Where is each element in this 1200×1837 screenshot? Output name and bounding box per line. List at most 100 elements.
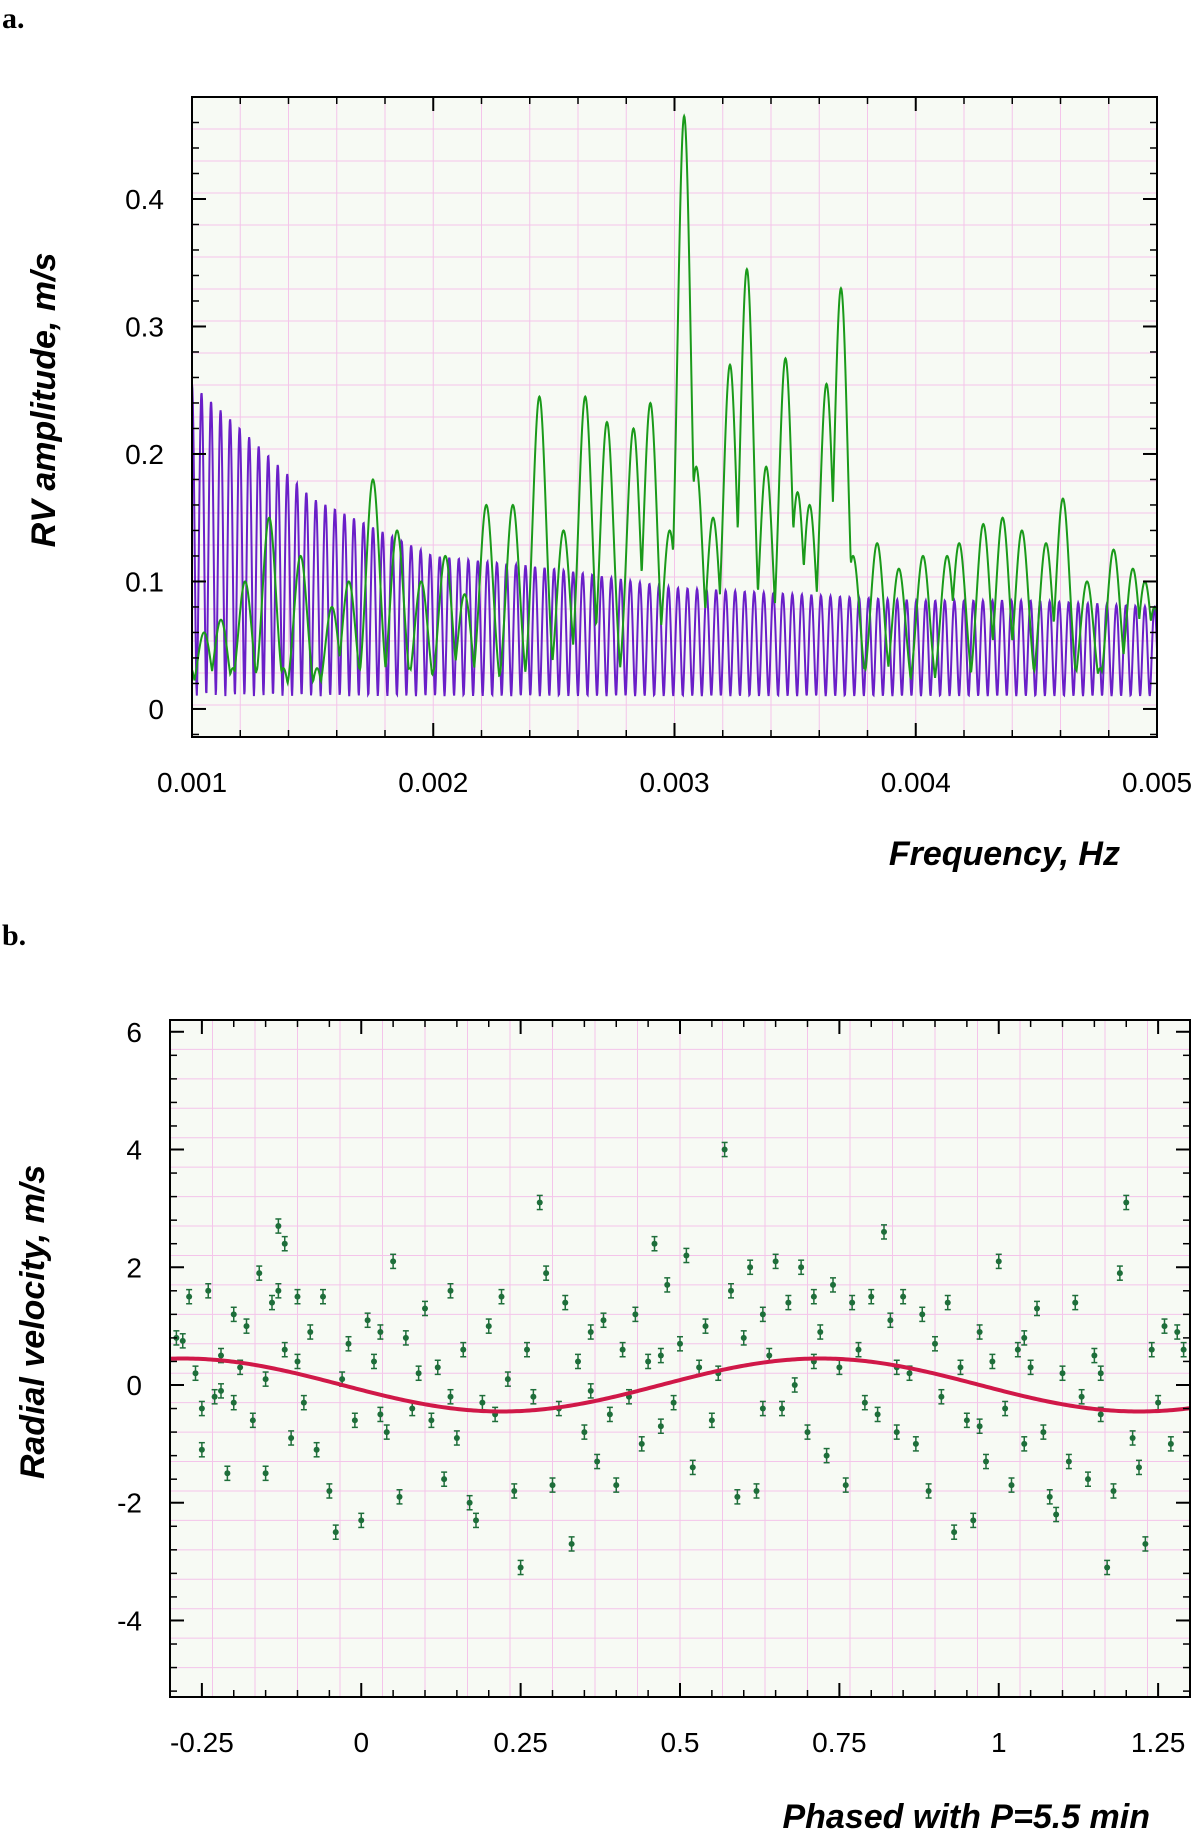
- x-tick-label: 0.004: [881, 767, 951, 798]
- rv-point: [434, 1359, 441, 1376]
- rv-point: [887, 1312, 894, 1329]
- rv-point: [912, 1436, 919, 1452]
- rv-marker: [944, 1299, 951, 1306]
- rv-marker: [702, 1323, 709, 1330]
- rv-point: [198, 1441, 205, 1458]
- x-tick-label: 0.25: [493, 1727, 548, 1758]
- rv-marker: [1021, 1440, 1028, 1447]
- rv-marker: [989, 1358, 996, 1365]
- rv-marker: [1097, 1370, 1104, 1377]
- rv-data-points: [173, 1141, 1187, 1576]
- rv-point: [868, 1288, 875, 1305]
- rv-point: [1116, 1265, 1123, 1281]
- rv-point: [587, 1383, 594, 1399]
- rv-point: [613, 1477, 620, 1493]
- rv-marker: [932, 1340, 938, 1347]
- rv-point: [938, 1388, 945, 1405]
- rv-marker: [339, 1376, 346, 1383]
- rv-marker: [677, 1340, 683, 1347]
- rv-point: [377, 1406, 384, 1423]
- rv-point: [1148, 1341, 1155, 1358]
- x-tick-label: 0.005: [1122, 767, 1192, 798]
- rv-marker: [479, 1399, 486, 1406]
- rv-marker: [1046, 1493, 1053, 1500]
- rv-marker: [275, 1223, 282, 1230]
- rv-point: [536, 1194, 543, 1211]
- rv-marker: [830, 1281, 836, 1288]
- rv-point: [638, 1436, 645, 1452]
- rv-marker: [581, 1429, 588, 1436]
- rv-point: [1072, 1294, 1079, 1311]
- y-tick-label: 0.4: [125, 184, 164, 215]
- rv-point: [422, 1300, 428, 1317]
- rv-marker: [861, 1399, 868, 1406]
- rv-marker: [543, 1270, 550, 1277]
- rv-marker: [1059, 1370, 1066, 1377]
- rv-marker: [1014, 1346, 1021, 1353]
- rv-point: [587, 1324, 594, 1340]
- rv-marker: [511, 1487, 518, 1494]
- rv-point: [1053, 1506, 1060, 1523]
- rv-point: [332, 1524, 339, 1540]
- rv-marker: [689, 1464, 696, 1471]
- rv-point: [256, 1265, 263, 1281]
- rv-point: [281, 1341, 288, 1358]
- y-tick-label: 4: [126, 1135, 142, 1166]
- x-tick-label: 0.5: [661, 1727, 700, 1758]
- rv-marker: [1180, 1346, 1187, 1353]
- rv-marker: [498, 1293, 505, 1300]
- rv-point: [1167, 1436, 1174, 1452]
- rv-point: [1091, 1347, 1098, 1364]
- rv-marker: [1034, 1305, 1040, 1312]
- rv-marker: [893, 1429, 900, 1436]
- rv-marker: [638, 1440, 645, 1447]
- rv-point: [657, 1418, 664, 1435]
- x-tick-label: 0.002: [398, 767, 468, 798]
- rv-marker: [759, 1405, 766, 1412]
- rv-marker: [836, 1364, 843, 1371]
- rv-marker: [377, 1329, 384, 1336]
- rv-marker: [651, 1240, 658, 1247]
- rv-point: [976, 1324, 983, 1340]
- rv-marker: [970, 1517, 977, 1524]
- rv-marker: [390, 1258, 397, 1265]
- rv-point: [275, 1282, 282, 1299]
- y-tick-label: 0.2: [125, 439, 164, 470]
- rv-point: [689, 1459, 696, 1476]
- rv-point: [925, 1483, 932, 1499]
- rv-point: [466, 1494, 473, 1511]
- rv-point: [1180, 1341, 1187, 1358]
- rv-point: [281, 1235, 288, 1252]
- rv-point: [230, 1394, 237, 1411]
- sinusoid-fit-curve: [169, 1356, 1191, 1414]
- rv-marker: [517, 1564, 524, 1571]
- rv-point: [1021, 1330, 1028, 1346]
- rv-marker: [211, 1393, 218, 1400]
- rv-point: [1046, 1489, 1053, 1505]
- rv-point: [957, 1359, 964, 1376]
- rv-point: [1034, 1300, 1040, 1317]
- rv-point: [677, 1335, 683, 1352]
- rv-point: [524, 1341, 530, 1358]
- rv-marker: [1085, 1476, 1091, 1483]
- rv-point: [441, 1471, 448, 1487]
- rv-marker: [721, 1146, 728, 1153]
- panel-a-letter: a.: [2, 2, 25, 35]
- rv-point: [1040, 1424, 1047, 1440]
- rv-marker: [441, 1476, 448, 1483]
- rv-point: [351, 1412, 358, 1429]
- rv-marker: [402, 1334, 409, 1341]
- rv-marker: [804, 1429, 811, 1436]
- rv-marker: [536, 1199, 543, 1206]
- rv-marker: [262, 1470, 269, 1477]
- rv-marker: [995, 1258, 1002, 1265]
- x-tick-label: 0.75: [812, 1727, 867, 1758]
- rv-point: [734, 1489, 741, 1505]
- rv-point: [874, 1406, 881, 1423]
- rv-marker: [179, 1337, 186, 1344]
- phased-y-axis-title: Radial velocity, m/s: [14, 1165, 52, 1479]
- rv-marker: [383, 1429, 390, 1436]
- rv-marker: [1161, 1323, 1168, 1330]
- panel-b-letter: b.: [2, 919, 26, 952]
